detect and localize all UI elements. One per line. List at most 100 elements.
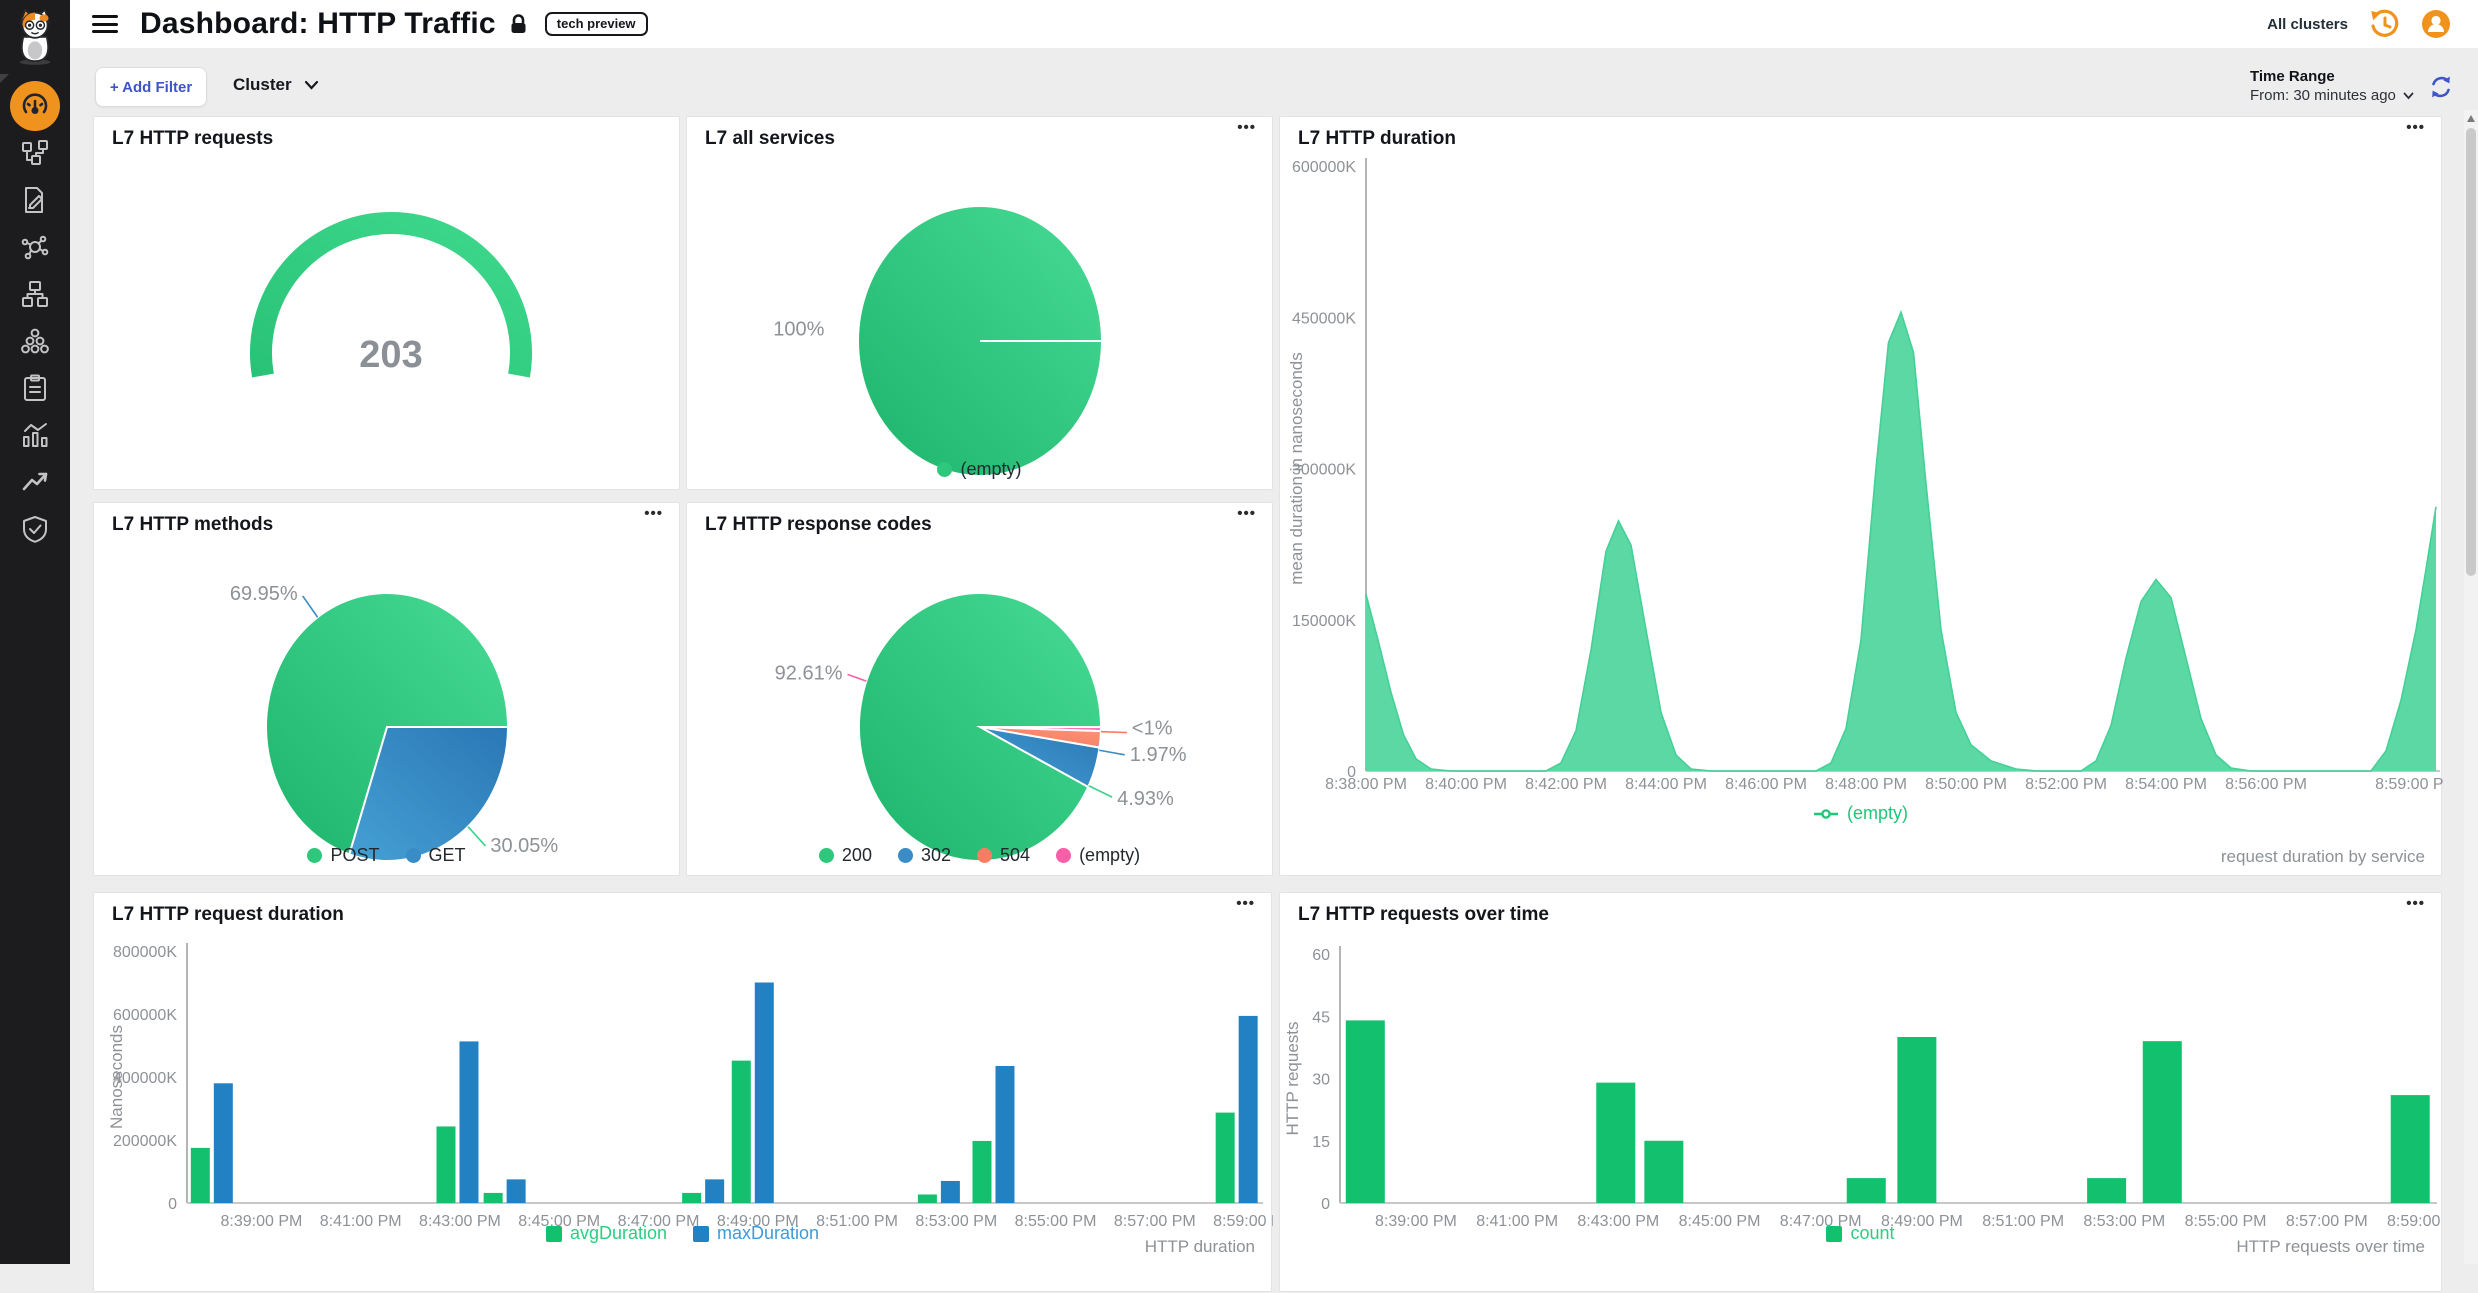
card-menu-button[interactable]: ••• <box>644 505 663 522</box>
chart-footer: HTTP requests over time <box>2236 1237 2425 1256</box>
document-edit-icon <box>25 186 43 213</box>
add-filter-button[interactable]: + Add Filter <box>95 67 207 107</box>
card-title: L7 HTTP requests <box>112 128 274 149</box>
legend-label: avgDuration <box>569 1223 667 1243</box>
svg-text:600000K: 600000K <box>1292 159 1356 176</box>
svg-text:8:51:00 PM: 8:51:00 PM <box>1982 1213 2064 1230</box>
svg-text:8:41:00 PM: 8:41:00 PM <box>1476 1213 1558 1230</box>
card-menu-button[interactable]: ••• <box>2406 119 2425 136</box>
legend-item--empty-[interactable]: (empty) <box>1056 845 1140 866</box>
legend-item-avgduration[interactable]: avgDuration <box>545 1223 667 1244</box>
svg-text:4.93%: 4.93% <box>1117 788 1174 810</box>
card-title: L7 HTTP methods <box>112 514 274 535</box>
svg-text:400000K: 400000K <box>113 1070 177 1087</box>
sidebar-item-service-graph[interactable] <box>0 223 70 270</box>
svg-text:45: 45 <box>1312 1009 1330 1026</box>
legend-item-maxduration[interactable]: maxDuration <box>693 1223 819 1244</box>
legend-item-504[interactable]: 504 <box>977 845 1030 866</box>
legend-marker <box>307 848 323 863</box>
legend-item-get[interactable]: GET <box>405 845 466 866</box>
lock-icon <box>511 14 526 33</box>
user-avatar-icon[interactable] <box>2420 8 2452 40</box>
sidebar-item-clusters[interactable] <box>0 317 70 364</box>
chart-footer: HTTP duration <box>1144 1237 1255 1256</box>
chevron-down-icon <box>304 80 318 90</box>
sidebar-item-statistics[interactable] <box>0 411 70 458</box>
svg-text:8:57:00 PM: 8:57:00 PM <box>2286 1213 2368 1230</box>
chart-legend: count <box>1280 1223 2441 1244</box>
cluster-dropdown[interactable]: Cluster <box>233 75 319 95</box>
svg-text:30: 30 <box>1312 1072 1330 1089</box>
card-title: L7 HTTP request duration <box>112 904 344 925</box>
bar-stats-icon <box>23 422 48 447</box>
time-range-label: Time Range <box>2250 68 2335 85</box>
legend-marker <box>818 848 834 863</box>
legend-item--empty-[interactable]: (empty) <box>1813 803 1908 824</box>
legend-marker <box>545 1225 562 1242</box>
scrollbar-thumb[interactable] <box>2466 128 2476 576</box>
legend-item--empty-[interactable]: (empty) <box>937 459 1022 480</box>
svg-text:8:39:00 PM: 8:39:00 PM <box>221 1213 303 1230</box>
cluster-dropdown-label: Cluster <box>233 75 292 94</box>
legend-item-count[interactable]: count <box>1826 1223 1895 1244</box>
svg-text:200000K: 200000K <box>113 1133 177 1150</box>
card-l7-http-duration: L7 HTTP duration ••• 0 150000K 300000K 4500… <box>1279 116 2443 876</box>
card-menu-button[interactable]: ••• <box>1236 895 1255 912</box>
legend-item-post[interactable]: POST <box>307 845 380 866</box>
sidebar-item-threat-defense[interactable] <box>0 505 70 552</box>
svg-text:8:51:00 PM: 8:51:00 PM <box>816 1213 898 1230</box>
legend-line-marker <box>1813 808 1838 819</box>
svg-text:69.95%: 69.95% <box>230 583 298 605</box>
all-clusters-label[interactable]: All clusters <box>2267 15 2348 33</box>
legend-label: 200 <box>841 845 872 865</box>
tech-preview-badge: tech preview <box>544 12 648 36</box>
sidebar-item-flows[interactable] <box>0 129 70 176</box>
card-menu-button[interactable]: ••• <box>1237 119 1256 136</box>
svg-text:150000K: 150000K <box>1292 613 1356 630</box>
vertical-scrollbar[interactable] <box>2464 110 2478 1264</box>
chart-legend: (empty) <box>687 459 1272 480</box>
card-l7-http-requests-over-time: L7 HTTP requests over time ••• 0 15 30 45 60… <box>1279 892 2443 1292</box>
card-menu-button[interactable]: ••• <box>1237 505 1256 522</box>
scrollbar-up-arrow[interactable] <box>2467 115 2475 122</box>
time-range-selector[interactable]: Time Range From: 30 minutes ago <box>2250 68 2420 104</box>
clipboard-icon <box>24 374 46 401</box>
card-title: L7 all services <box>705 128 835 149</box>
refresh-icon[interactable] <box>2428 74 2454 100</box>
legend-label: POST <box>330 845 380 865</box>
legend-label: GET <box>428 845 466 865</box>
calico-cat-logo[interactable] <box>0 0 70 72</box>
svg-text:8:45:00 PM: 8:45:00 PM <box>1679 1213 1761 1230</box>
svg-text:8:43:00 PM: 8:43:00 PM <box>419 1213 501 1230</box>
chart-legend: 200 302 504 (empty) <box>687 845 1272 866</box>
svg-text:0: 0 <box>168 1196 177 1213</box>
svg-text:8:54:00 PM: 8:54:00 PM <box>2125 776 2207 793</box>
legend-label: 504 <box>1000 845 1031 865</box>
sidebar-item-network-topology[interactable] <box>0 270 70 317</box>
legend-marker <box>1056 848 1072 863</box>
legend-item-302[interactable]: 302 <box>897 845 951 866</box>
sidebar-item-trends[interactable] <box>0 458 70 505</box>
hamburger-menu-icon[interactable] <box>92 15 118 33</box>
svg-text:15: 15 <box>1312 1134 1330 1151</box>
sidebar-item-dashboard[interactable] <box>0 80 70 131</box>
header: Dashboard: HTTP Traffic tech preview All… <box>70 0 2478 48</box>
svg-text:8:49:00 PM: 8:49:00 PM <box>1881 1213 1963 1230</box>
sidebar-item-compliance-reports[interactable] <box>0 364 70 411</box>
svg-text:800000K: 800000K <box>113 944 177 961</box>
sitemap-icon <box>22 280 48 307</box>
card-title: L7 HTTP duration <box>1298 128 1456 149</box>
legend-item-200[interactable]: 200 <box>818 845 872 866</box>
service-graph-icon <box>21 235 49 259</box>
svg-text:8:59:00 PM: 8:59:00 PM <box>1213 1213 1273 1230</box>
sidebar-item-policy-editor[interactable] <box>0 176 70 223</box>
svg-text:8:46:00 PM: 8:46:00 PM <box>1725 776 1807 793</box>
svg-text:8:47:00 PM: 8:47:00 PM <box>618 1213 700 1230</box>
card-menu-button[interactable]: ••• <box>2406 895 2425 912</box>
history-icon[interactable] <box>2368 8 2400 40</box>
svg-text:8:40:00 PM: 8:40:00 PM <box>1425 776 1507 793</box>
legend-marker <box>1826 1225 1843 1242</box>
chevron-down-icon <box>2403 92 2414 100</box>
legend-marker <box>693 1225 709 1242</box>
svg-text:8:52:00 PM: 8:52:00 PM <box>2025 776 2107 793</box>
